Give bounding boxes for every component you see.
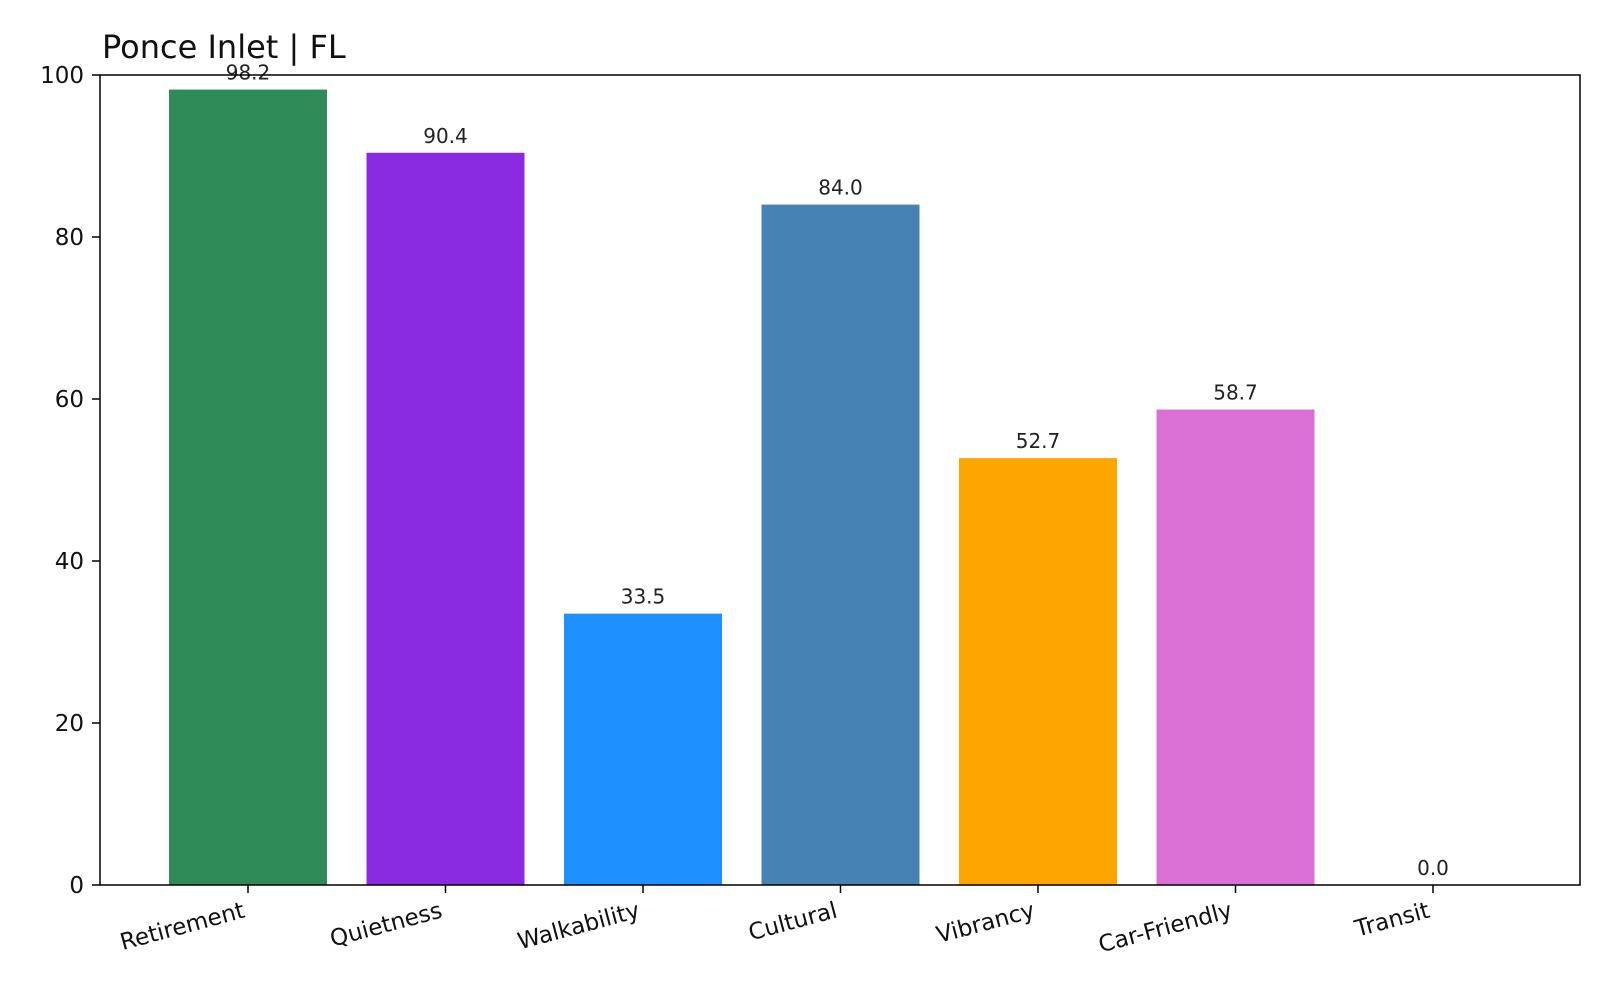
value-label: 52.7 [1016,429,1061,453]
y-tick-label: 20 [55,711,84,737]
x-tick-label: Cultural [746,898,840,947]
y-tick-label: 40 [55,549,84,575]
x-tick-label: Walkability [515,898,643,956]
x-tick-label: Vibrancy [934,898,1038,949]
value-label: 58.7 [1213,381,1258,405]
bar-retirement [169,89,327,885]
x-tick-label: Transit [1351,898,1432,943]
bars-layer [169,89,1315,886]
y-tick-label: 60 [55,387,84,413]
y-tick-label: 0 [69,873,84,899]
chart-title: Ponce Inlet | FL [102,28,346,66]
y-tick-label: 100 [40,63,84,89]
x-tick-label: Retirement [117,898,247,956]
value-label: 90.4 [423,124,468,148]
value-labels-layer: 98.2 90.4 33.5 84.0 52.7 58.7 0.0 [226,61,1449,880]
y-axis: 0 20 40 60 80 100 [40,63,100,899]
y-tick-label: 80 [55,225,84,251]
bar-car-friendly [1156,409,1315,885]
bar-quietness [366,152,525,885]
bar-vibrancy [959,458,1117,885]
x-axis: Retirement Quietness Walkability Cultural Vi… [117,885,1434,959]
value-label: 84.0 [818,176,863,200]
value-label: 33.5 [621,585,666,609]
value-label: 0.0 [1417,856,1449,880]
value-label: 98.2 [226,61,271,85]
bar-walkability [564,613,722,885]
bar-cultural [761,204,920,886]
x-tick-label: Car-Friendly [1096,898,1235,959]
x-tick-label: Quietness [327,898,445,953]
